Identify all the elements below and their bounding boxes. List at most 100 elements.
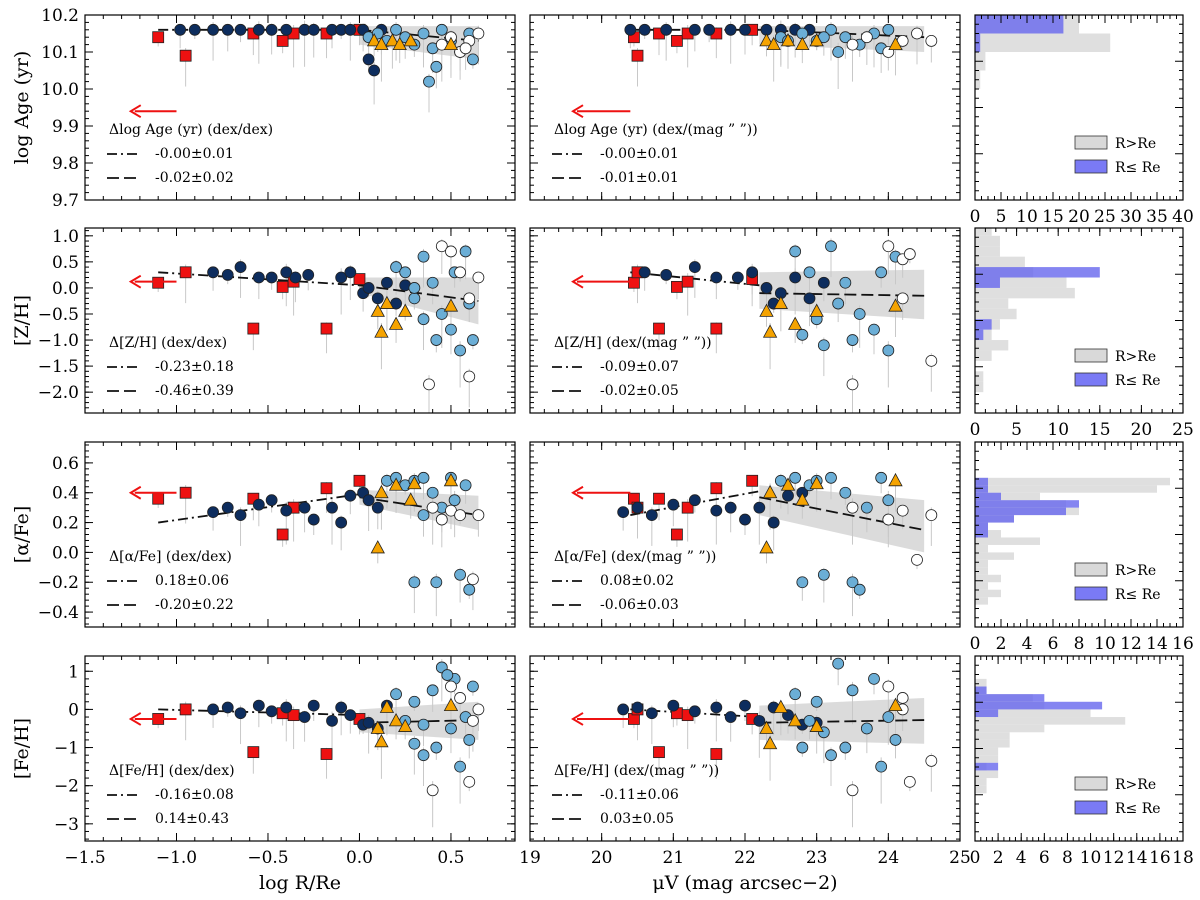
square-marker xyxy=(710,748,723,760)
histogram-bar xyxy=(975,747,999,756)
histogram-bar xyxy=(975,500,1079,508)
axes-frame xyxy=(974,14,1184,201)
circle-marker xyxy=(882,240,895,253)
circle-marker xyxy=(362,282,375,294)
circle-marker xyxy=(846,334,859,346)
circle-marker xyxy=(796,328,809,341)
histogram-bar xyxy=(975,33,1111,52)
y-tick-label: 0.0 xyxy=(52,279,79,299)
triangle-marker xyxy=(762,484,778,499)
histogram-bar xyxy=(975,256,1025,268)
y-tick-label: −2 xyxy=(54,777,79,797)
square-marker xyxy=(681,275,694,288)
x-tick-label: 5 xyxy=(996,207,1007,227)
circle-marker xyxy=(688,494,701,507)
circle-marker xyxy=(454,568,467,581)
histogram-bar xyxy=(975,552,1014,560)
circle-marker xyxy=(252,498,265,511)
legend-title: Δ[Z/H] (dex/(mag ” ”)) xyxy=(554,335,712,351)
circle-marker xyxy=(459,245,472,258)
histogram-bar xyxy=(975,235,1000,247)
panel-5: Δ[Z/H] (dex/(mag ” ”)) -0.09±0.07 -0.02±0.… xyxy=(529,227,961,414)
circle-marker xyxy=(911,553,923,566)
axes-frame xyxy=(84,655,516,842)
square-marker xyxy=(631,49,644,62)
histogram-bar xyxy=(975,246,1000,257)
fit-uncertainty-band xyxy=(759,269,925,320)
triangle-marker xyxy=(809,303,824,317)
square-marker xyxy=(247,322,260,335)
histogram-bar xyxy=(975,762,999,771)
x-tick-label: −1.0 xyxy=(156,848,197,868)
circle-marker xyxy=(423,75,435,88)
x-axis-label: log R/Re xyxy=(259,872,341,894)
circle-marker xyxy=(803,266,816,279)
triangle-marker xyxy=(809,33,824,47)
histogram-bar xyxy=(975,277,1000,288)
circle-marker xyxy=(882,344,895,357)
histogram-bar xyxy=(975,567,988,575)
circle-marker xyxy=(467,714,479,727)
square-marker xyxy=(746,474,759,487)
circle-marker xyxy=(426,684,439,697)
y-tick-label: −1.5 xyxy=(38,357,79,377)
circle-marker xyxy=(631,701,644,714)
fit-line-outer xyxy=(759,292,925,297)
circle-marker xyxy=(408,576,421,589)
x-tick-label: 15 xyxy=(1089,420,1111,440)
x-tick-label: 21 xyxy=(663,848,685,868)
triangle-marker xyxy=(366,33,382,47)
square-marker xyxy=(152,276,165,289)
circle-marker xyxy=(688,23,701,36)
x-tick-label: 40 xyxy=(1172,207,1194,227)
circle-marker xyxy=(789,245,802,258)
x-tick-label: 0.5 xyxy=(437,848,464,868)
square-marker xyxy=(276,35,289,47)
y-tick-label: −1 xyxy=(54,739,79,759)
circle-marker xyxy=(839,276,852,289)
circle-marker xyxy=(688,261,701,273)
axes-frame xyxy=(84,227,516,414)
circle-marker xyxy=(825,23,837,36)
circle-marker xyxy=(207,266,219,279)
circle-marker xyxy=(221,701,234,714)
circle-marker xyxy=(454,760,467,773)
circle-marker xyxy=(234,23,247,36)
legend-label: -0.11±0.06 xyxy=(600,787,679,803)
circle-marker xyxy=(280,504,293,517)
histogram-bar xyxy=(975,701,1103,710)
triangle-marker xyxy=(403,492,418,506)
triangle-marker xyxy=(759,540,774,554)
legend-label: 0.18±0.06 xyxy=(155,573,229,589)
circle-marker xyxy=(660,269,673,281)
plot-area xyxy=(128,239,485,413)
legend-swatch xyxy=(1074,776,1108,791)
panel-1: Δlog Age (yr) (dex/dex) -0.00±0.01 -0.02±0… xyxy=(11,6,516,211)
circle-marker xyxy=(426,784,439,797)
histogram-bar xyxy=(975,717,1126,725)
circle-marker xyxy=(265,705,278,718)
x-tick-label: 10 xyxy=(1094,634,1116,654)
panel-7: Δ[α/Fe] (dex/dex) 0.18±0.06 -0.20±0.22 −0.4… xyxy=(11,441,516,628)
legend-label: R>Re xyxy=(1115,563,1156,579)
circle-marker xyxy=(445,680,457,693)
circle-marker xyxy=(903,775,916,788)
x-tick-label: 18 xyxy=(1172,848,1194,868)
histogram-bar xyxy=(975,709,999,718)
circle-marker xyxy=(280,266,293,279)
fit-line-outer xyxy=(359,496,479,516)
circle-marker xyxy=(344,709,357,722)
panel-2: Δlog Age (yr) (dex/(mag ” ”)) -0.00±0.01 -… xyxy=(529,14,961,201)
circle-marker xyxy=(454,344,467,357)
legend-swatch xyxy=(1074,800,1108,815)
legend-label: -0.00±0.01 xyxy=(600,146,679,162)
y-tick-label: −0.4 xyxy=(38,603,79,623)
circle-marker xyxy=(846,684,859,697)
circle-marker xyxy=(825,240,837,253)
fit-line-outer xyxy=(759,28,925,39)
circle-marker xyxy=(234,261,247,273)
circle-marker xyxy=(860,501,873,514)
circle-marker xyxy=(459,42,472,55)
circle-marker xyxy=(344,266,357,279)
x-tick-label: 20 xyxy=(1131,420,1153,440)
